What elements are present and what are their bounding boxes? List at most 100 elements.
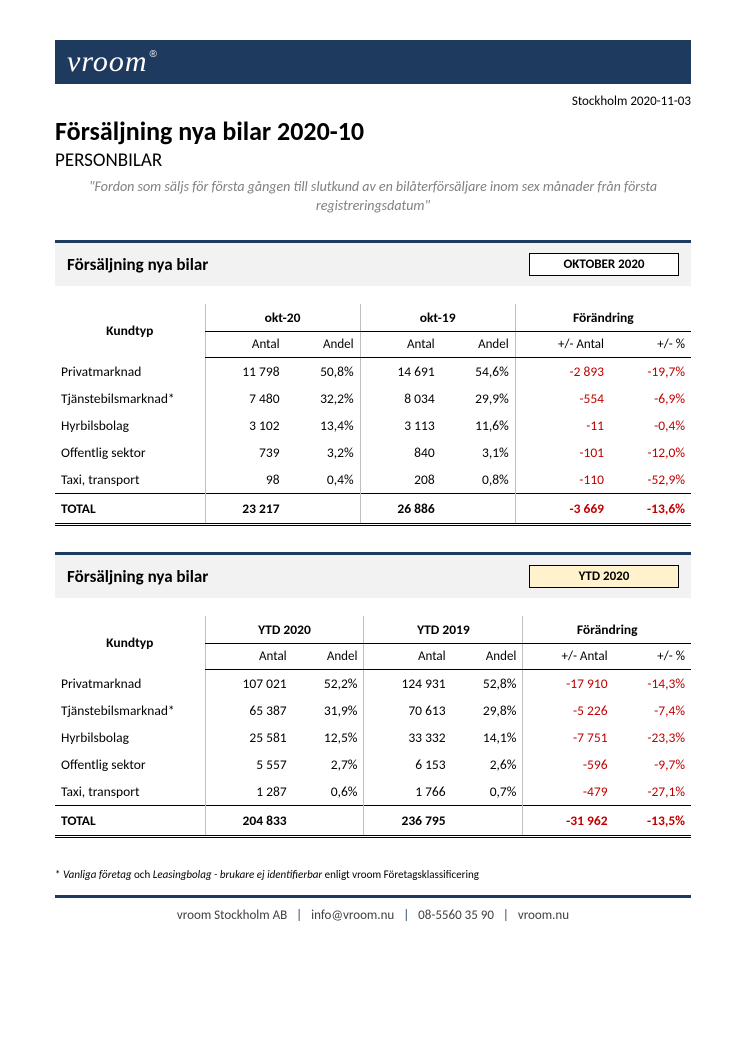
cell: 14,1% bbox=[452, 724, 523, 751]
cell: 208 bbox=[360, 466, 441, 494]
cell: 2,7% bbox=[293, 751, 364, 778]
period-badge-ytd: YTD 2020 bbox=[529, 565, 679, 588]
cell: 31,9% bbox=[293, 697, 364, 724]
footer-phone: 08-5560 35 90 bbox=[418, 908, 494, 923]
table-row: Offentlig sektor7393,2%8403,1%-101-12,0% bbox=[55, 439, 691, 466]
cell-delta-pct: -13,6% bbox=[610, 493, 691, 524]
section-header: Försäljning nya bilar OKTOBER 2020 bbox=[55, 240, 691, 286]
table-ytd: Kundtyp YTD 2020 YTD 2019 Förändring Ant… bbox=[55, 616, 691, 838]
cell: 0,6% bbox=[293, 778, 364, 806]
row-label: Tjänstebilsmarknad* bbox=[55, 385, 205, 412]
cell-delta: -7 751 bbox=[523, 724, 614, 751]
table-body: Privatmarknad107 02152,2%124 93152,8%-17… bbox=[55, 669, 691, 836]
row-label: Hyrbilsbolag bbox=[55, 724, 205, 751]
cell-delta-pct: -14,3% bbox=[614, 669, 691, 697]
cell: 107 021 bbox=[205, 669, 293, 697]
row-label: Taxi, transport bbox=[55, 466, 205, 494]
col-andel: Andel bbox=[441, 331, 516, 357]
cell-delta-pct: -6,9% bbox=[610, 385, 691, 412]
cell-delta: -596 bbox=[523, 751, 614, 778]
section-header: Försäljning nya bilar YTD 2020 bbox=[55, 552, 691, 598]
cell: 65 387 bbox=[205, 697, 293, 724]
cell: 29,8% bbox=[452, 697, 523, 724]
table-row: Taxi, transport980,4%2080,8%-110-52,9% bbox=[55, 466, 691, 494]
cell: 29,9% bbox=[441, 385, 516, 412]
table-row-total: TOTAL23 217 26 886 -3 669-13,6% bbox=[55, 493, 691, 524]
cell: 5 557 bbox=[205, 751, 293, 778]
row-label: Tjänstebilsmarknad* bbox=[55, 697, 205, 724]
page: vroom® Stockholm 2020-11-03 Försäljning … bbox=[0, 0, 746, 953]
cell-delta-pct: -9,7% bbox=[614, 751, 691, 778]
total-label: TOTAL bbox=[55, 493, 205, 524]
cell-delta: -110 bbox=[515, 466, 610, 494]
col-andel: Andel bbox=[286, 331, 361, 357]
cell-delta-pct: -7,4% bbox=[614, 697, 691, 724]
footer: vroom Stockholm AB | info@vroom.nu | 08-… bbox=[55, 895, 691, 923]
cell: 33 332 bbox=[364, 724, 452, 751]
cell-delta: -5 226 bbox=[523, 697, 614, 724]
table-month: Kundtyp okt-20 okt-19 Förändring Antal A… bbox=[55, 304, 691, 526]
cell: 70 613 bbox=[364, 697, 452, 724]
cell: 739 bbox=[205, 439, 286, 466]
cell bbox=[286, 493, 361, 524]
cell: 3 102 bbox=[205, 412, 286, 439]
col-group-change: Förändring bbox=[515, 304, 691, 332]
cell: 0,4% bbox=[286, 466, 361, 494]
cell: 8 034 bbox=[360, 385, 441, 412]
table-row: Tjänstebilsmarknad*7 48032,2%8 03429,9% -… bbox=[55, 385, 691, 412]
cell: 6 153 bbox=[364, 751, 452, 778]
col-group-a: YTD 2020 bbox=[205, 616, 364, 644]
table-row: Offentlig sektor5 5572,7%6 1532,6%-596-9… bbox=[55, 751, 691, 778]
table-row-total: TOTAL204 833236 795-31 962-13,5% bbox=[55, 805, 691, 836]
row-label: Taxi, transport bbox=[55, 778, 205, 806]
cell: 23 217 bbox=[205, 493, 286, 524]
col-group-a: okt-20 bbox=[205, 304, 360, 332]
definition-quote: "Fordon som säljs för första gången till… bbox=[75, 178, 671, 216]
section-ytd: Försäljning nya bilar YTD 2020 Kundtyp Y… bbox=[55, 552, 691, 838]
footer-email: info@vroom.nu bbox=[311, 908, 394, 923]
cell: 98 bbox=[205, 466, 286, 494]
cell: 26 886 bbox=[360, 493, 441, 524]
cell-delta: -31 962 bbox=[523, 805, 614, 836]
cell: 2,6% bbox=[452, 751, 523, 778]
cell: 236 795 bbox=[364, 805, 452, 836]
cell: 52,8% bbox=[452, 669, 523, 697]
cell: 13,4% bbox=[286, 412, 361, 439]
cell: 54,6% bbox=[441, 357, 516, 385]
row-label: Offentlig sektor bbox=[55, 751, 205, 778]
row-label: Offentlig sektor bbox=[55, 439, 205, 466]
cell-delta-pct: -12,0% bbox=[610, 439, 691, 466]
total-label: TOTAL bbox=[55, 805, 205, 836]
cell-delta: -479 bbox=[523, 778, 614, 806]
table-row: Tjänstebilsmarknad*65 38731,9%70 61329,8… bbox=[55, 697, 691, 724]
table-row: Taxi, transport1 2870,6%1 7660,7%-479-27… bbox=[55, 778, 691, 806]
section-title: Försäljning nya bilar bbox=[67, 566, 208, 587]
col-antal: Antal bbox=[205, 643, 293, 669]
cell bbox=[293, 805, 364, 836]
cell: 32,2% bbox=[286, 385, 361, 412]
col-andel: Andel bbox=[293, 643, 364, 669]
col-group-b: okt-19 bbox=[360, 304, 515, 332]
row-label: Privatmarknad bbox=[55, 669, 205, 697]
brand-bar: vroom® bbox=[55, 40, 691, 84]
cell: 7 480 bbox=[205, 385, 286, 412]
col-kundtyp: Kundtyp bbox=[55, 304, 205, 358]
cell-delta: -11 bbox=[515, 412, 610, 439]
col-pm-pct: +/- % bbox=[614, 643, 691, 669]
cell: 14 691 bbox=[360, 357, 441, 385]
col-antal: Antal bbox=[364, 643, 452, 669]
section-month: Försäljning nya bilar OKTOBER 2020 Kundt… bbox=[55, 240, 691, 526]
table-row: Hyrbilsbolag3 10213,4%3 11311,6%-11-0,4% bbox=[55, 412, 691, 439]
col-antal: Antal bbox=[360, 331, 441, 357]
cell: 1 287 bbox=[205, 778, 293, 806]
cell: 0,8% bbox=[441, 466, 516, 494]
cell-delta: -3 669 bbox=[515, 493, 610, 524]
col-pm-antal: +/- Antal bbox=[523, 643, 614, 669]
footer-site: vroom.nu bbox=[518, 908, 569, 923]
section-title: Försäljning nya bilar bbox=[67, 254, 208, 275]
cell bbox=[441, 493, 516, 524]
cell-delta: -2 893 bbox=[515, 357, 610, 385]
cell: 0,7% bbox=[452, 778, 523, 806]
cell: 3 113 bbox=[360, 412, 441, 439]
dateline: Stockholm 2020-11-03 bbox=[55, 94, 691, 109]
